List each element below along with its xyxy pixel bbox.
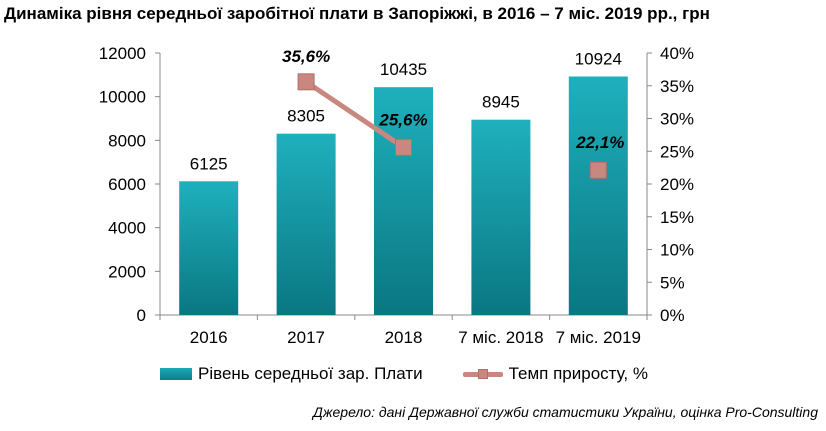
x-tick-label: 2017 <box>287 328 325 347</box>
bar-value-label: 8945 <box>482 93 520 112</box>
labels-group: 6125 8305 10435 8945 10924 35,6% 25,6% 22,1% <box>190 47 625 173</box>
x-tick-label: 7 міс. 2018 <box>458 328 543 347</box>
bar-value-label: 8305 <box>287 107 325 126</box>
growth-value-label: 35,6% <box>282 47 330 66</box>
chart-title: Динаміка рівня середньої заробітної плат… <box>4 4 710 23</box>
legend: Рівень середньої зар. Плати Темп прирост… <box>160 364 688 384</box>
bars-group <box>179 76 628 316</box>
legend-bar-label: Рівень середньої зар. Плати <box>198 364 423 383</box>
legend-bar-swatch <box>160 368 192 380</box>
y-right-tick-label: 15% <box>660 208 694 227</box>
axes-group: 0 2000 4000 6000 8000 10000 12000 0% 5% 10% 15% 20%… <box>99 44 694 347</box>
line-group <box>297 73 607 179</box>
growth-point-marker <box>297 73 315 91</box>
bar-value-label: 6125 <box>190 154 228 173</box>
y-right-tick-label: 40% <box>660 44 694 63</box>
x-tick-label: 2016 <box>190 328 228 347</box>
y-right-tick-label: 20% <box>660 175 694 194</box>
y-left-tick-label: 8000 <box>108 131 146 150</box>
legend-line-label: Темп приросту, % <box>508 364 648 383</box>
y-right-tick-label: 25% <box>660 142 694 161</box>
bar <box>276 133 336 315</box>
y-left-tick-label: 10000 <box>99 88 146 107</box>
bar-value-label: 10435 <box>380 60 427 79</box>
growth-point-marker <box>589 161 607 179</box>
growth-value-label: 22,1% <box>575 133 624 152</box>
growth-line-segment <box>303 79 406 150</box>
bar-value-label: 10924 <box>575 49 622 68</box>
legend-item-line: Темп приросту, % <box>462 364 648 384</box>
bar <box>179 181 239 315</box>
bar <box>374 87 433 316</box>
y-right-tick-label: 5% <box>660 273 685 292</box>
x-tick-label: 2018 <box>385 328 423 347</box>
y-right-tick-label: 10% <box>660 241 694 260</box>
y-right-tick-label: 30% <box>660 110 694 129</box>
y-right-tick-label: 0% <box>660 306 685 325</box>
y-left-tick-label: 12000 <box>99 44 146 63</box>
y-left-tick-label: 6000 <box>108 175 146 194</box>
legend-line-swatch <box>462 368 503 380</box>
bar <box>568 76 628 315</box>
y-left-tick-label: 4000 <box>108 219 146 238</box>
growth-value-label: 25,6% <box>378 110 427 129</box>
y-left-tick-label: 0 <box>137 306 146 325</box>
source-note: Джерело: дані Державної служби статистик… <box>313 404 818 420</box>
y-left-tick-label: 2000 <box>108 262 146 281</box>
x-tick-label: 7 міс. 2019 <box>556 328 641 347</box>
growth-point-marker <box>395 138 412 156</box>
legend-item-bar: Рівень середньої зар. Плати <box>160 364 423 384</box>
bar <box>471 119 531 315</box>
y-right-tick-label: 35% <box>660 77 694 96</box>
